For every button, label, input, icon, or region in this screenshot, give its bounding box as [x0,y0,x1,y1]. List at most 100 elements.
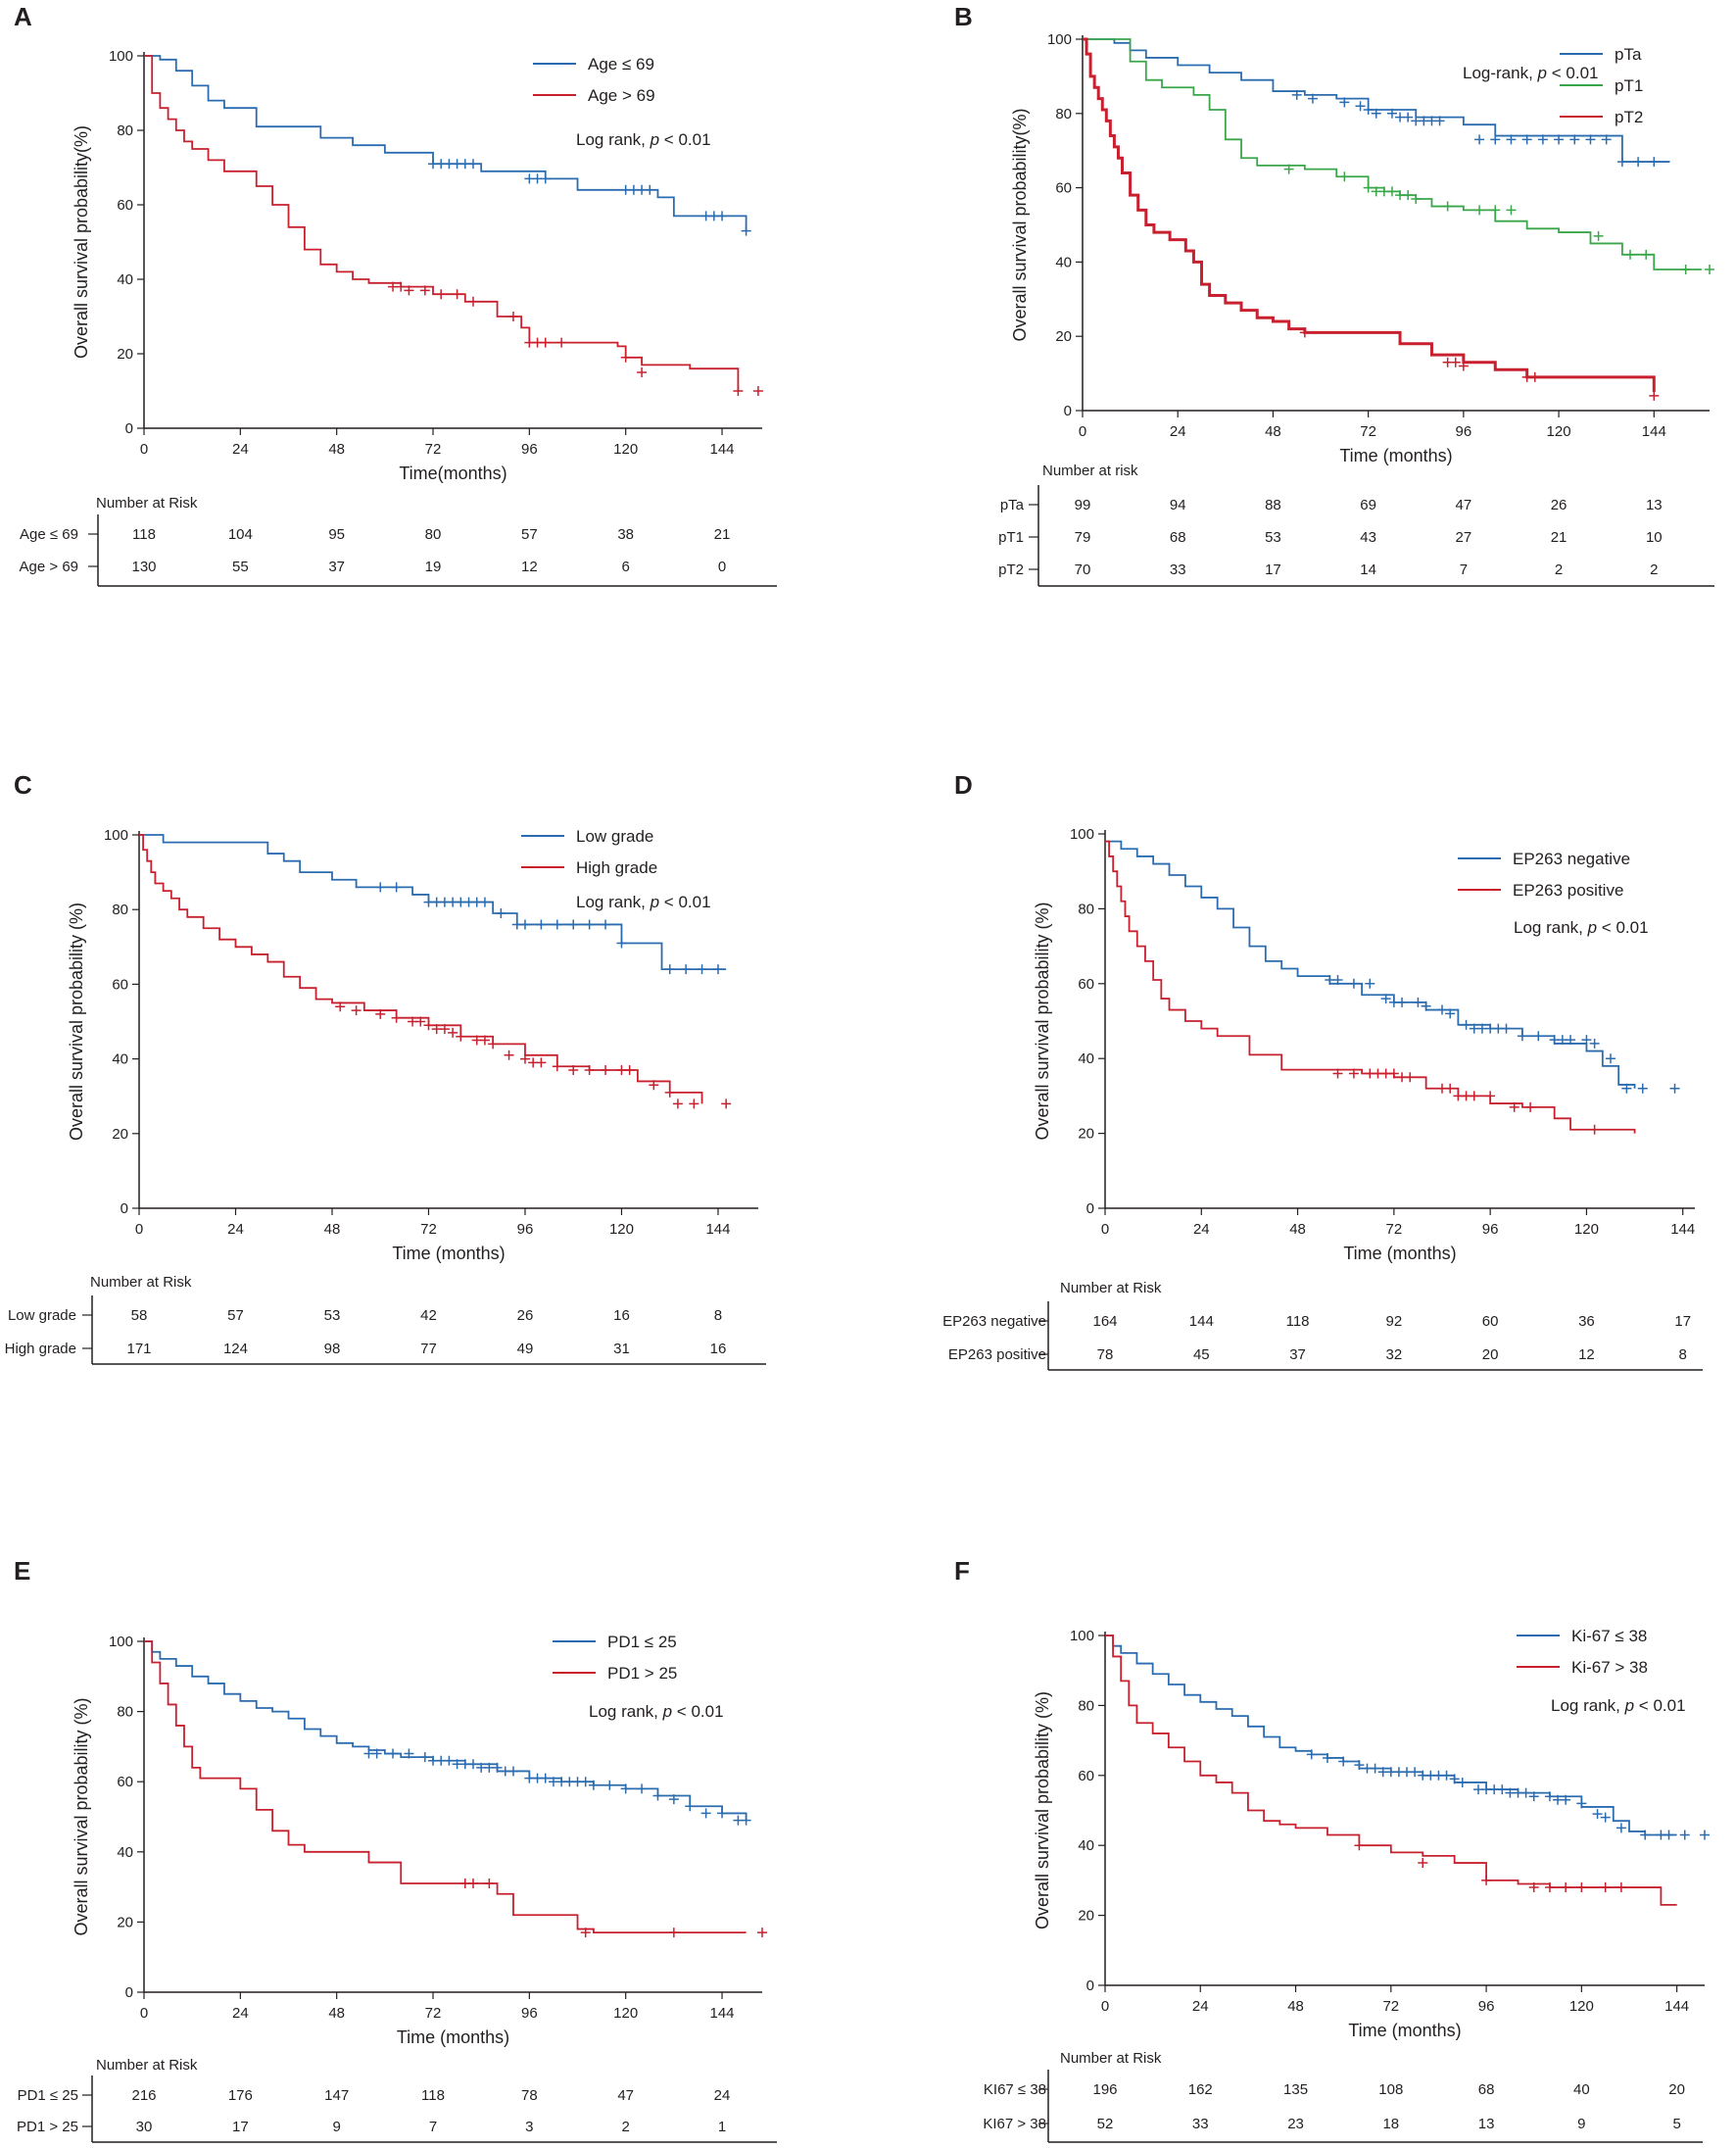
censor-mark [467,1879,478,1889]
y-tick-label: 60 [1078,1768,1094,1784]
p-value-annotation: Log rank, p < 0.01 [576,893,711,911]
censor-mark [1589,1038,1600,1049]
censor-mark [1457,1777,1468,1787]
y-tick-label: 100 [1047,31,1072,48]
censor-mark [1640,1830,1651,1840]
x-tick-label: 96 [517,1221,534,1238]
km-curve-1 [144,1640,747,1934]
censor-mark [1291,89,1302,100]
x-tick-label: 48 [1287,1998,1304,2015]
censor-mark [1380,994,1391,1004]
pvalue-suffix: < 0.01 [659,130,710,149]
x-tick-label: 144 [1664,1998,1689,2015]
censor-mark [1633,157,1644,168]
risk-table-title: Number at Risk [96,2057,198,2074]
censor-mark [1371,108,1381,119]
censor-mark [496,908,506,919]
censor-mark [540,173,551,184]
risk-cell: 69 [1360,497,1376,513]
risk-row-label: pT2 [998,561,1024,578]
p-value-annotation: Log rank, p < 0.01 [1514,918,1649,937]
pvalue-prefix: Log rank, [576,893,651,911]
y-axis-label: Overall survival probability(%) [1010,108,1030,341]
censor-mark [484,1879,495,1889]
censor-mark [448,1027,458,1038]
risk-cell: 70 [1075,561,1091,578]
censor-mark [415,1016,426,1027]
censor-mark [1615,1823,1626,1833]
x-tick-label: 72 [1360,423,1376,440]
censor-mark [1517,1031,1527,1042]
censor-mark [1348,1068,1359,1079]
censor-mark [620,352,631,363]
x-tick-label: 72 [425,441,442,458]
y-tick-label: 60 [112,976,128,993]
censor-mark [507,1766,518,1777]
censor-mark [1461,1019,1471,1030]
censor-mark [1386,108,1397,119]
x-axis-label: Time (months) [1339,446,1452,465]
km-curve-1 [144,55,740,391]
risk-cell: 19 [425,559,442,575]
y-tick-label: 100 [104,827,128,844]
risk-cell: 99 [1075,497,1091,513]
risk-cell: 26 [517,1307,534,1324]
censor-mark [1397,997,1408,1007]
pvalue-prefix: Log rank, [589,1702,663,1721]
censor-mark [588,1780,599,1790]
censor-mark [1339,97,1350,108]
y-tick-label: 100 [1070,1628,1094,1644]
y-axis-label: Overall survival probability (%) [72,1697,91,1935]
risk-cell: 104 [228,526,253,543]
censor-mark [1485,1091,1496,1101]
censor-mark [1474,134,1485,145]
risk-cell: 1 [718,2119,726,2135]
legend-entry: Ki-67 ≤ 38 [1571,1627,1647,1645]
x-tick-label: 120 [1547,423,1571,440]
censor-mark [668,1794,679,1805]
km-curve-2 [1083,37,1656,393]
km-curve-0 [1083,38,1670,163]
risk-cell: 9 [333,2119,341,2135]
censor-mark [1600,1812,1611,1823]
censor-mark [375,882,386,893]
censor-mark [540,337,551,348]
censor-mark [1680,264,1691,274]
censor-mark [536,1057,547,1068]
panel-letter: A [14,2,32,31]
risk-cell: 3 [525,2119,533,2135]
pvalue-suffix: < 0.01 [672,1702,723,1721]
risk-cell: 13 [1478,2116,1495,2132]
risk-cell: 94 [1170,497,1186,513]
x-tick-label: 0 [1101,1998,1109,2015]
x-tick-label: 96 [1456,423,1472,440]
risk-cell: 12 [1578,1346,1595,1363]
risk-cell: 196 [1092,2081,1117,2098]
risk-cell: 2 [1650,561,1658,578]
censor-mark [1601,134,1612,145]
y-tick-label: 0 [1064,403,1072,419]
censor-mark [504,1050,514,1060]
x-tick-label: 24 [232,441,249,458]
y-tick-label: 100 [109,48,133,65]
x-tick-label: 24 [1170,423,1186,440]
censor-mark [741,1815,751,1826]
x-axis-label: Time (months) [1343,1244,1456,1263]
censor-mark [1700,1830,1710,1840]
censor-mark [404,1748,414,1759]
censor-mark [1354,1760,1365,1771]
p-value-annotation: Log rank, p < 0.01 [1551,1696,1686,1715]
risk-cell: 57 [227,1307,244,1324]
panel-letter: E [14,1556,30,1586]
x-axis-label: Time (months) [1348,2021,1461,2040]
x-tick-label: 96 [521,2005,538,2022]
censor-mark [1421,1001,1431,1011]
pvalue-suffix: < 0.01 [1547,64,1598,82]
censor-mark [419,1752,430,1763]
censor-mark [1405,1072,1416,1083]
censor-mark [1497,1784,1508,1795]
risk-cell: 60 [1482,1313,1499,1330]
x-axis-label: Time (months) [392,1244,505,1263]
p-value-annotation: Log-rank, p < 0.01 [1463,64,1598,82]
